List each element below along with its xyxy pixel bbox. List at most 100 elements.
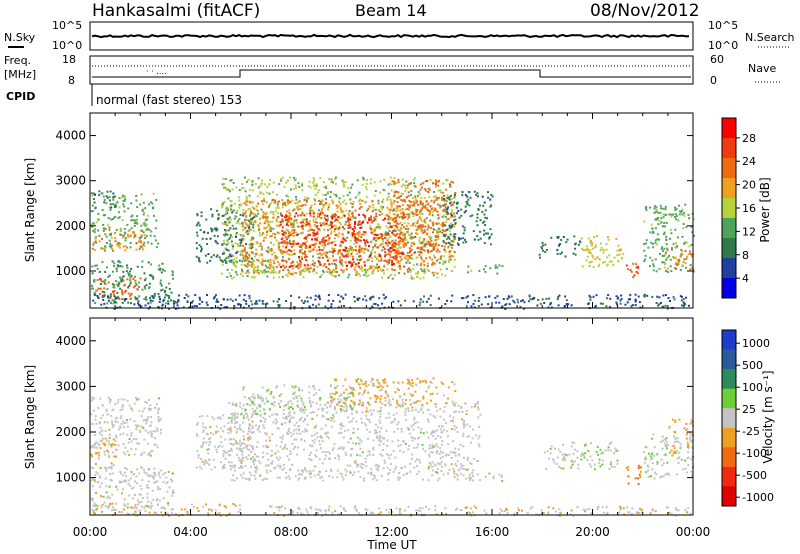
data-cell bbox=[395, 465, 398, 468]
data-cell bbox=[291, 273, 294, 276]
data-cell bbox=[229, 261, 232, 264]
data-cell bbox=[96, 472, 99, 475]
data-cell bbox=[307, 268, 310, 271]
data-cell bbox=[138, 247, 141, 250]
data-cell bbox=[272, 181, 275, 184]
data-cell bbox=[102, 299, 105, 301]
data-cell bbox=[249, 200, 252, 203]
data-cell bbox=[250, 416, 253, 419]
data-cell bbox=[618, 253, 621, 256]
data-cell bbox=[292, 433, 295, 435]
data-cell bbox=[440, 461, 443, 464]
data-cell bbox=[255, 248, 258, 251]
data-cell bbox=[312, 177, 315, 180]
data-cell bbox=[347, 187, 350, 190]
data-cell bbox=[393, 201, 396, 204]
data-cell bbox=[260, 253, 263, 256]
data-cell bbox=[104, 477, 107, 480]
data-cell bbox=[195, 466, 198, 469]
data-cell bbox=[443, 235, 446, 238]
data-cell bbox=[476, 213, 479, 216]
data-cell bbox=[91, 508, 94, 511]
data-cell bbox=[549, 302, 552, 305]
data-cell bbox=[449, 216, 452, 219]
data-cell bbox=[108, 206, 111, 209]
data-cell bbox=[458, 237, 460, 240]
data-cell bbox=[692, 218, 695, 221]
data-cell bbox=[313, 474, 316, 477]
data-cell bbox=[389, 208, 392, 211]
data-cell bbox=[451, 208, 454, 211]
data-cell bbox=[481, 195, 484, 198]
data-cell bbox=[472, 230, 475, 233]
data-cell bbox=[450, 204, 453, 207]
data-cell bbox=[356, 179, 359, 182]
data-cell bbox=[544, 251, 547, 254]
data-cell bbox=[150, 274, 153, 277]
data-cell bbox=[224, 438, 227, 441]
data-cell bbox=[299, 261, 302, 264]
data-cell bbox=[147, 480, 150, 483]
data-cell bbox=[282, 201, 285, 204]
data-cell bbox=[657, 304, 660, 307]
data-cell bbox=[132, 219, 135, 221]
data-cell bbox=[242, 209, 245, 211]
data-cell bbox=[383, 272, 385, 275]
data-cell bbox=[270, 241, 272, 244]
data-cell bbox=[304, 224, 307, 227]
data-cell bbox=[250, 211, 252, 214]
data-cell bbox=[155, 427, 158, 430]
data-cell bbox=[254, 220, 257, 223]
data-cell bbox=[470, 305, 473, 308]
data-cell bbox=[113, 300, 116, 302]
data-cell bbox=[130, 440, 133, 443]
data-cell bbox=[265, 469, 268, 472]
data-cell bbox=[257, 186, 260, 189]
data-cell bbox=[658, 296, 661, 299]
station-title: Hankasalmi (fitACF) bbox=[92, 1, 260, 21]
data-cell bbox=[420, 197, 423, 200]
data-cell bbox=[419, 400, 421, 403]
data-cell bbox=[121, 420, 124, 423]
data-cell bbox=[130, 407, 133, 410]
data-cell bbox=[430, 446, 433, 449]
data-cell bbox=[333, 248, 336, 250]
data-cell bbox=[388, 261, 390, 264]
data-cell bbox=[163, 291, 166, 294]
data-cell bbox=[429, 251, 432, 253]
data-cell bbox=[152, 430, 155, 433]
data-cell bbox=[556, 252, 559, 255]
data-cell bbox=[446, 196, 449, 199]
data-cell bbox=[465, 409, 468, 412]
data-cell bbox=[227, 428, 230, 431]
data-cell bbox=[381, 237, 384, 240]
data-cell bbox=[275, 239, 278, 242]
data-cell bbox=[208, 441, 211, 444]
data-cell bbox=[337, 294, 340, 296]
data-cell bbox=[171, 273, 174, 276]
data-cell bbox=[147, 302, 150, 305]
data-cell bbox=[301, 184, 304, 187]
data-cell bbox=[204, 254, 207, 257]
data-cell bbox=[349, 247, 352, 250]
data-cell bbox=[681, 264, 684, 267]
data-cell bbox=[559, 243, 561, 245]
data-cell bbox=[196, 435, 199, 438]
data-cell bbox=[109, 503, 112, 506]
data-cell bbox=[242, 221, 245, 224]
data-cell bbox=[654, 218, 657, 221]
data-cell bbox=[581, 265, 584, 268]
data-cell bbox=[354, 239, 357, 242]
data-cell bbox=[267, 250, 270, 253]
data-cell bbox=[153, 443, 156, 446]
data-cell bbox=[416, 276, 419, 279]
data-cell bbox=[325, 218, 328, 221]
data-cell bbox=[421, 204, 424, 207]
data-cell bbox=[408, 206, 411, 209]
data-cell bbox=[435, 250, 438, 253]
data-cell bbox=[324, 305, 327, 308]
data-cell bbox=[607, 294, 610, 297]
data-cell bbox=[661, 246, 664, 249]
data-cell bbox=[166, 490, 169, 493]
data-cell bbox=[123, 283, 126, 286]
